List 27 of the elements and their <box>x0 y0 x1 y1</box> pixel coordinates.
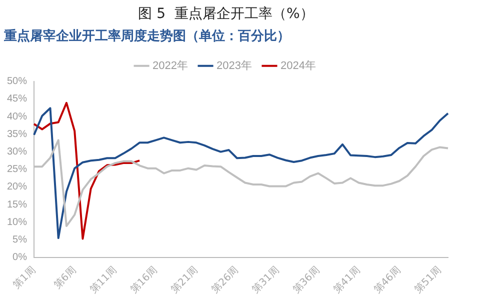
x-tick-label: 第16周 <box>128 264 160 296</box>
chart-subtitle: 重点屠宰企业开工率周度走势图（单位：百分比） <box>3 28 290 44</box>
y-tick-label: 45% <box>7 94 28 105</box>
x-tick-label: 第6周 <box>51 264 79 292</box>
x-tick-label: 第31周 <box>250 264 282 296</box>
legend-label: 2023年 <box>216 60 252 72</box>
x-tick-label: 第36周 <box>290 264 322 296</box>
legend-label: 2022年 <box>152 60 188 72</box>
x-tick-label: 第11周 <box>88 264 120 296</box>
x-tick-label: 第46周 <box>372 264 404 296</box>
y-tick-label: 50% <box>7 76 28 88</box>
y-tick-label: 35% <box>7 128 28 140</box>
y-tick-label: 40% <box>7 111 28 122</box>
y-tick-label: 5% <box>12 234 28 246</box>
y-tick-label: 20% <box>7 182 28 193</box>
y-tick-label: 30% <box>7 146 28 158</box>
chart-title: 图 5 重点屠企开工率（%） <box>138 6 314 22</box>
x-tick-label: 第51周 <box>412 264 444 296</box>
legend-label: 2024年 <box>280 60 316 72</box>
y-tick-label: 0% <box>12 252 28 264</box>
x-tick-label: 第41周 <box>331 264 363 296</box>
y-tick-label: 15% <box>7 199 28 210</box>
x-tick-label: 第26周 <box>209 264 241 296</box>
x-tick-label: 第1周 <box>10 264 38 292</box>
y-tick-label: 25% <box>7 164 28 176</box>
y-tick-label: 10% <box>7 216 28 228</box>
x-tick-label: 第21周 <box>168 264 200 296</box>
